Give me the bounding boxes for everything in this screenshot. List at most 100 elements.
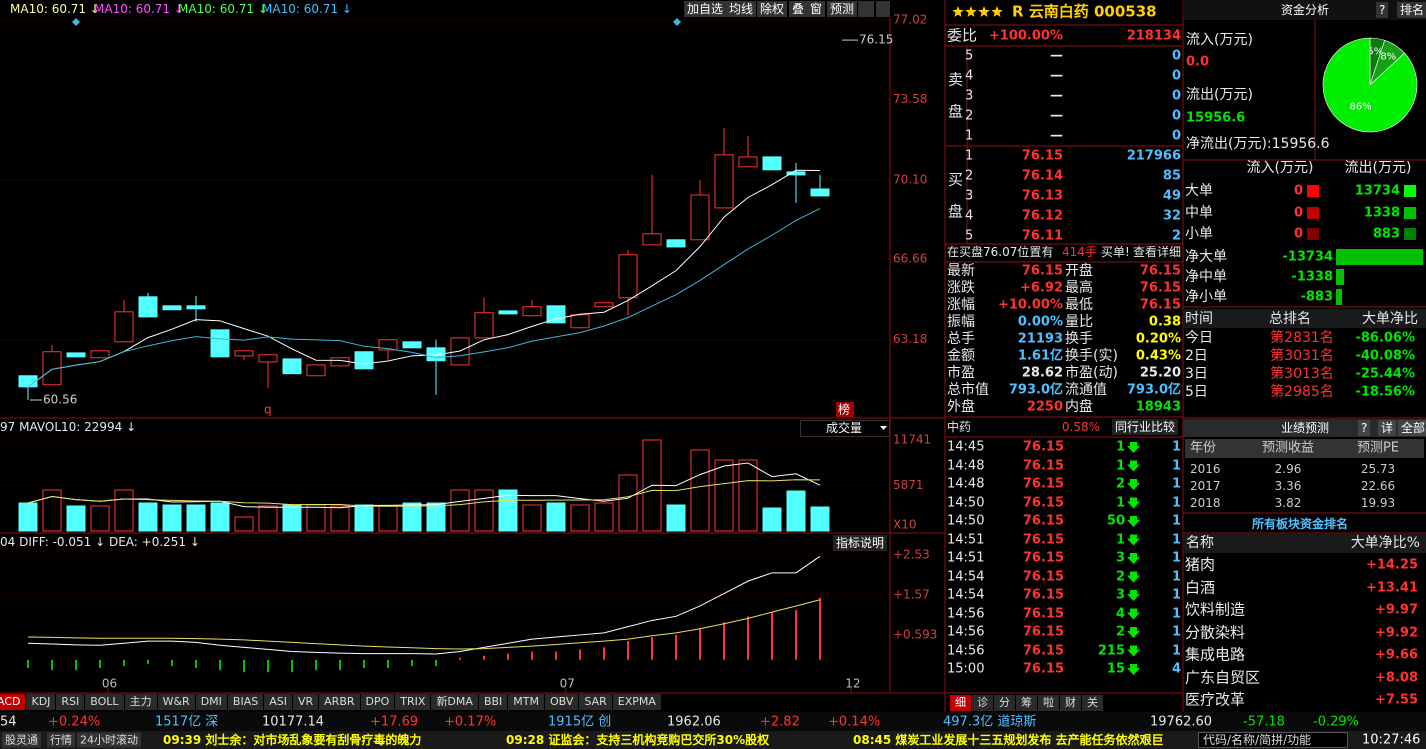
tick-volume: 1 (1115, 458, 1125, 473)
tick-price: 76.15 (1022, 661, 1064, 677)
tab[interactable]: 筹 (1016, 695, 1038, 711)
news-item[interactable]: 09:39 刘士余：对市场乱象要有刮骨疗毒的魄力 (163, 733, 422, 747)
stat-label: 最高 (1065, 280, 1093, 296)
sector-name[interactable]: 分散染料 (1185, 623, 1246, 641)
toolbar-button[interactable]: 预测 (827, 1, 858, 17)
sector-name[interactable]: 医疗改革 (1185, 690, 1246, 709)
stat-label: 市盈(动) (1065, 365, 1118, 381)
news-label[interactable]: 行情 (47, 732, 75, 748)
marker: q (264, 403, 272, 417)
tab[interactable]: BOLL (85, 694, 125, 710)
tick-volume: 3 (1115, 550, 1125, 566)
news-label[interactable]: 24小时滚动 (77, 732, 141, 748)
forecast-button[interactable]: 全部 (1398, 420, 1426, 436)
toolbar-button[interactable]: 加自选 (684, 1, 727, 17)
volume-bar (186, 504, 206, 532)
forecast-pe: 19.93 (1360, 496, 1396, 510)
sector-name[interactable]: 饮料制造 (1185, 600, 1246, 619)
down-arrow (1127, 553, 1140, 564)
net-value: -883 (1300, 289, 1333, 305)
volume-bar (42, 489, 62, 532)
search[interactable]: 代码/名称/简拼/功能 (1203, 733, 1312, 747)
tick-time: 14:48 (947, 458, 985, 473)
rank-ratio: -40.08% (1355, 348, 1415, 364)
industry-button[interactable]: 同行业比较 (1112, 419, 1179, 435)
tab[interactable]: 财 (1060, 695, 1082, 711)
note-link[interactable]: 查看详细 (1133, 245, 1182, 259)
toolbar-button[interactable]: 窗 (807, 1, 826, 17)
toolbar-button[interactable]: 均线 (726, 1, 757, 17)
tab[interactable]: KDJ (26, 694, 57, 710)
tab[interactable]: ARBR (319, 694, 361, 710)
candle-body (738, 156, 758, 168)
tab[interactable]: SAR (579, 694, 613, 710)
tick-time: 14:56 (947, 643, 985, 658)
tab[interactable]: DMI (195, 694, 228, 710)
value: 15956.6 (1186, 110, 1246, 126)
tab[interactable]: 诊 (972, 695, 994, 711)
sector-name[interactable]: 猪肉 (1185, 555, 1216, 574)
tab[interactable]: 关 (1082, 695, 1104, 711)
news-label[interactable]: 股灵通 (2, 732, 41, 748)
forecast-button[interactable]: ? (1358, 420, 1371, 436)
tab[interactable]: W&R (157, 694, 196, 710)
tick-price: 76.15 (1022, 550, 1064, 566)
tab[interactable]: MTM (508, 694, 545, 710)
forecast-year: 2018 (1190, 496, 1221, 510)
candle-body (282, 358, 302, 375)
indicator-button[interactable]: 指标说明 (833, 535, 888, 551)
rank: 第3013名 (1270, 366, 1334, 382)
swatch (1404, 185, 1416, 197)
label: 委比 (947, 26, 978, 45)
rank-label: 今日 (1185, 330, 1213, 346)
stat-value: +6.92 (1020, 280, 1063, 296)
diamond (72, 18, 80, 26)
column-head: 大单净比% (1350, 535, 1420, 551)
dropdown (876, 1, 890, 17)
tab[interactable]: DPO (360, 694, 396, 710)
tab[interactable]: VR (292, 694, 320, 710)
tick-time: 14:54 (947, 569, 985, 584)
tab[interactable]: OBV (544, 694, 580, 710)
toolbar-button[interactable]: 除权 (757, 1, 788, 17)
forecast-button[interactable]: 详 (1378, 420, 1397, 436)
news-item[interactable]: 08:45 煤炭工业发展十三五规划发布 去产能任务依然艰巨 (853, 733, 1164, 747)
row-label: 中单 (1185, 204, 1213, 221)
tab[interactable]: 新DMA (431, 694, 479, 710)
tick-volume: 1 (1115, 532, 1125, 547)
volume-bar (330, 505, 350, 532)
tick-volume: 215 (1097, 643, 1125, 658)
volume-bar (594, 502, 614, 532)
sector-name[interactable]: 集成电路 (1185, 645, 1246, 664)
swatch (1307, 228, 1319, 240)
indicator-selector[interactable]: 成交量 (826, 421, 863, 435)
forecast-eps: 2.96 (1274, 462, 1302, 476)
rank-button[interactable]: 排名 (1397, 2, 1426, 18)
status-item: +17.69 (370, 714, 419, 730)
news-item[interactable]: 09:28 证监会：支持三机构竞购巴交所30%股权 (506, 733, 770, 747)
volume-bar (426, 502, 446, 532)
down-arrow (1127, 645, 1140, 657)
tab[interactable]: 细 (950, 695, 972, 711)
sector-name[interactable]: 广东自贸区 (1185, 668, 1261, 686)
volume-bar (570, 504, 590, 532)
tab[interactable]: RSI (56, 694, 86, 710)
tab[interactable]: ASI (264, 694, 293, 710)
tab[interactable]: BBI (478, 694, 509, 710)
tab[interactable]: 分 (994, 695, 1016, 711)
status-item: +0.17% (444, 714, 497, 730)
tab[interactable]: EXPMA (612, 694, 662, 710)
tab[interactable]: TRIX (395, 694, 432, 710)
stat-value: 28.62 (1021, 365, 1063, 381)
stat-label: 市盈 (947, 365, 975, 381)
tab[interactable]: BIAS (227, 694, 265, 710)
help-button[interactable]: ? (1376, 2, 1389, 18)
tab[interactable]: 主力 (124, 694, 158, 710)
sector-name[interactable]: 白酒 (1185, 578, 1216, 596)
ma-label: MA10: 60.71 ↓ (262, 2, 352, 16)
tab[interactable]: ACD (0, 694, 27, 710)
news-bar (0, 731, 1426, 749)
tick-volume: 2 (1115, 624, 1125, 640)
tab[interactable]: 啦 (1038, 695, 1060, 711)
toolbar-button[interactable]: 叠 (789, 1, 808, 17)
